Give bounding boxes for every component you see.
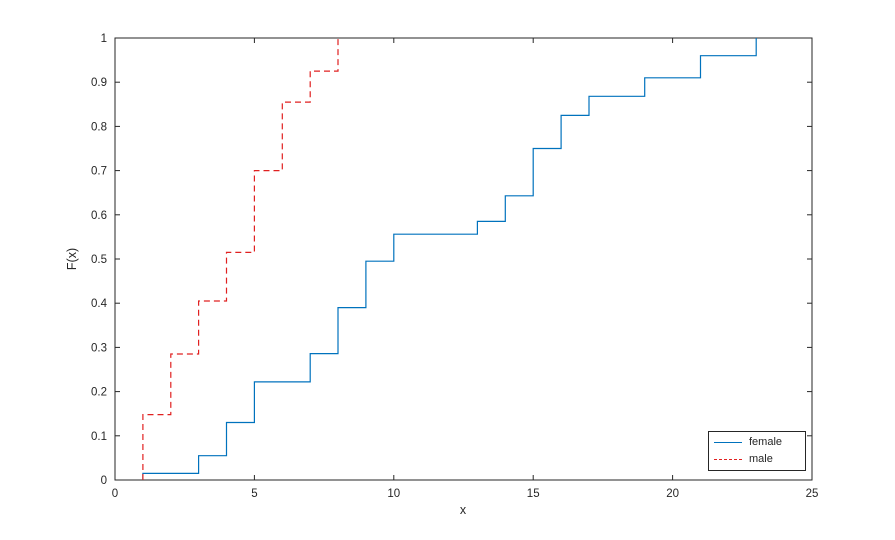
series-male (142, 38, 339, 480)
y-tick-label: 0.7 (91, 166, 107, 178)
y-tick-label: 0.8 (91, 121, 107, 133)
y-tick-label: 0.1 (91, 431, 107, 443)
y-tick-label: 0.2 (91, 387, 107, 399)
y-tick-label: 0.4 (91, 298, 108, 310)
x-tick-label: 5 (251, 488, 257, 500)
y-tick-label: 1 (101, 33, 107, 45)
y-tick-label: 0 (101, 475, 107, 487)
y-axis-label: F(x) (65, 247, 79, 271)
x-tick-label: 20 (666, 488, 679, 500)
x-tick-label: 25 (806, 488, 819, 500)
legend: female male (708, 431, 806, 471)
legend-label-male: male (749, 453, 773, 465)
male-line-sample (714, 459, 742, 460)
legend-entry-female: female (714, 436, 799, 449)
x-axis-label: x (459, 503, 467, 517)
legend-entry-male: male (714, 453, 799, 466)
y-tick-label: 0.3 (91, 342, 107, 354)
y-tick-label: 0.5 (91, 254, 107, 266)
axes-box (114, 37, 813, 481)
female-line-sample (714, 442, 742, 443)
y-tick-label: 0.9 (91, 77, 107, 89)
legend-label-female: female (749, 436, 783, 448)
y-tick-label: 0.6 (91, 210, 107, 222)
x-tick-label: 0 (112, 488, 118, 500)
x-tick-label: 10 (387, 488, 400, 500)
series-female (142, 38, 757, 480)
x-tick-label: 15 (527, 488, 540, 500)
